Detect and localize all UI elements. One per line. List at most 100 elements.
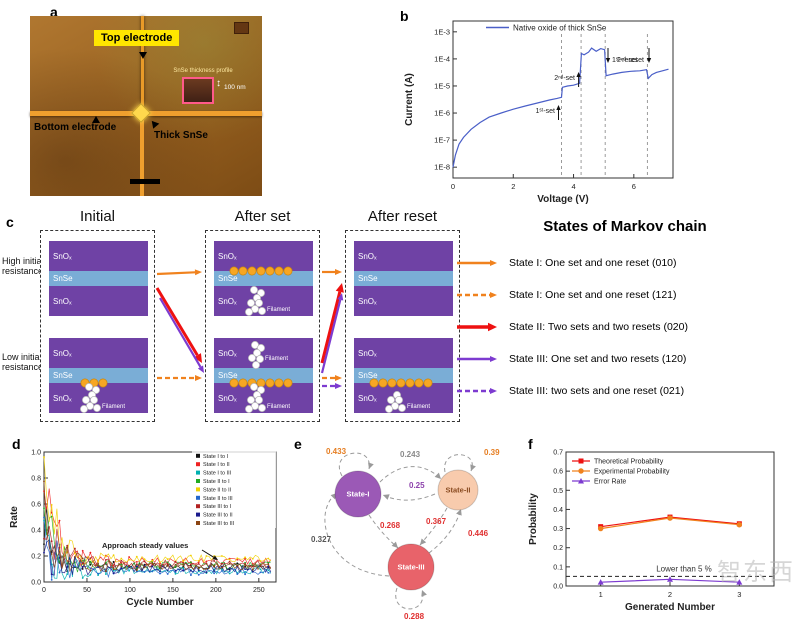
b-annotation-arrow xyxy=(605,48,611,63)
legend-item-label: State III: two sets and one reset (021) xyxy=(509,385,685,397)
d-series-dot xyxy=(135,565,138,568)
b-annotation-arrow xyxy=(646,48,652,63)
d-series-dot xyxy=(159,561,161,564)
pointer-up-icon xyxy=(92,116,100,123)
vacancy-circle xyxy=(398,404,406,412)
d-series-dot xyxy=(128,556,130,558)
column-title-after-reset: After reset xyxy=(367,208,438,225)
c-arrow-red-solid xyxy=(155,287,202,363)
d-series-dot xyxy=(81,568,84,570)
d-ytick-label: 0.2 xyxy=(31,554,41,561)
d-series-dot xyxy=(190,570,192,572)
d-series-dot xyxy=(66,546,69,549)
filament-graphics: Filament xyxy=(229,266,293,316)
d-series-dot xyxy=(89,560,92,563)
d-series-dot xyxy=(182,564,185,566)
f-xtick-label: 2 xyxy=(668,590,672,599)
b-annotation: 2ⁿᵈ-set xyxy=(554,75,575,82)
marker-circle xyxy=(597,525,604,532)
d-series-dot xyxy=(174,563,177,566)
arc-head xyxy=(421,590,427,597)
panel-a-label: a xyxy=(50,4,58,20)
d-series-dot xyxy=(159,564,161,567)
c-arrow-orange-solid xyxy=(156,269,202,276)
layer-label: SnSe xyxy=(218,274,238,283)
f-legend-label: Theoretical Probability xyxy=(594,459,664,466)
d-series-dot xyxy=(251,568,254,571)
d-series-dot xyxy=(197,569,200,571)
d-series-dot xyxy=(244,556,247,559)
b-iv-curve xyxy=(452,47,669,168)
arc-head xyxy=(368,462,374,469)
b-xtick-label: 4 xyxy=(571,182,575,191)
b-annotation: 1ˢᵗ-reset xyxy=(612,57,638,64)
e-transition-arc xyxy=(339,452,370,477)
ion-circle xyxy=(405,378,415,388)
d-series-dot xyxy=(190,563,192,566)
d-legend-marker xyxy=(196,453,200,458)
e-probability-label: 0.433 xyxy=(326,447,347,456)
arc-head xyxy=(391,541,398,548)
d-series-dot xyxy=(135,570,138,573)
d-series-dot xyxy=(105,555,107,558)
vacancy-circle xyxy=(256,355,264,363)
d-legend-label: State I to I xyxy=(203,454,229,460)
f-ytick-label: 0.2 xyxy=(553,545,563,552)
d-series-dot xyxy=(74,565,76,568)
d-series-dot xyxy=(259,560,262,562)
scale-bar xyxy=(130,179,160,184)
thick-snse-label: Thick SnSe xyxy=(154,130,208,141)
vacancy-circle xyxy=(93,404,101,412)
d-legend-bg xyxy=(192,450,276,528)
arrow-head xyxy=(488,322,497,332)
arrow-head xyxy=(197,365,204,373)
device-stack-after-set-high-resistance: SnOₓ SnSe SnOₓ Filament xyxy=(214,241,313,316)
d-series-dot xyxy=(236,562,239,565)
marker-triangle xyxy=(667,576,673,582)
ion-circle xyxy=(283,378,293,388)
vacancy-circle xyxy=(258,307,266,315)
arrow-line xyxy=(320,299,342,374)
f-xtick-label: 3 xyxy=(737,590,741,599)
vacancy-circle xyxy=(80,405,88,413)
d-series-dot xyxy=(190,574,192,576)
e-probability-label: 0.268 xyxy=(380,521,401,530)
d-series-dot xyxy=(228,558,231,561)
vacancy-circle xyxy=(245,405,253,413)
arrow-head xyxy=(195,375,202,381)
layer-label: SnOₓ xyxy=(218,393,237,403)
d-series-dot xyxy=(244,564,247,567)
filament-graphics: Filament xyxy=(80,378,125,413)
f-legend-label: Error Rate xyxy=(594,479,626,486)
d-series-dot xyxy=(74,555,76,558)
d-series-dot xyxy=(74,547,76,550)
d-series-dot xyxy=(213,560,216,562)
d-series-dot xyxy=(120,557,123,560)
d-series-line xyxy=(43,539,272,576)
bottom-electrode-label: Bottom electrode xyxy=(34,122,117,133)
d-series-dot xyxy=(43,480,45,483)
panel-b-label: b xyxy=(400,8,409,24)
ion-circle xyxy=(265,378,275,388)
d-annotation: Approach steady values xyxy=(102,541,188,550)
d-xtick-label: 200 xyxy=(210,587,222,594)
b-legend-label: Native oxide of thick SnSe xyxy=(513,24,607,33)
d-series-dot xyxy=(174,560,177,563)
e-transition-arc xyxy=(379,466,442,483)
d-series-line xyxy=(43,481,272,573)
d-series-dot xyxy=(251,557,254,560)
d-legend-label: State II to III xyxy=(203,496,233,502)
d-series-dot xyxy=(159,570,161,573)
d-series-dot xyxy=(267,563,270,566)
d-series-dot xyxy=(213,568,216,570)
e-transition-arc xyxy=(324,492,390,577)
marker-circle xyxy=(667,515,673,521)
layer-snox: SnOₓ xyxy=(49,241,148,271)
arrow-head xyxy=(337,293,344,301)
layer-label: SnOₓ xyxy=(53,296,72,306)
device-stack-initial-low-resistance: SnOₓ SnSe SnOₓ Filament xyxy=(49,338,148,413)
filament-label: Filament xyxy=(407,404,430,410)
e-node-state-i xyxy=(334,470,382,518)
d-series-dot xyxy=(66,566,69,568)
d-series-dot xyxy=(135,561,138,563)
